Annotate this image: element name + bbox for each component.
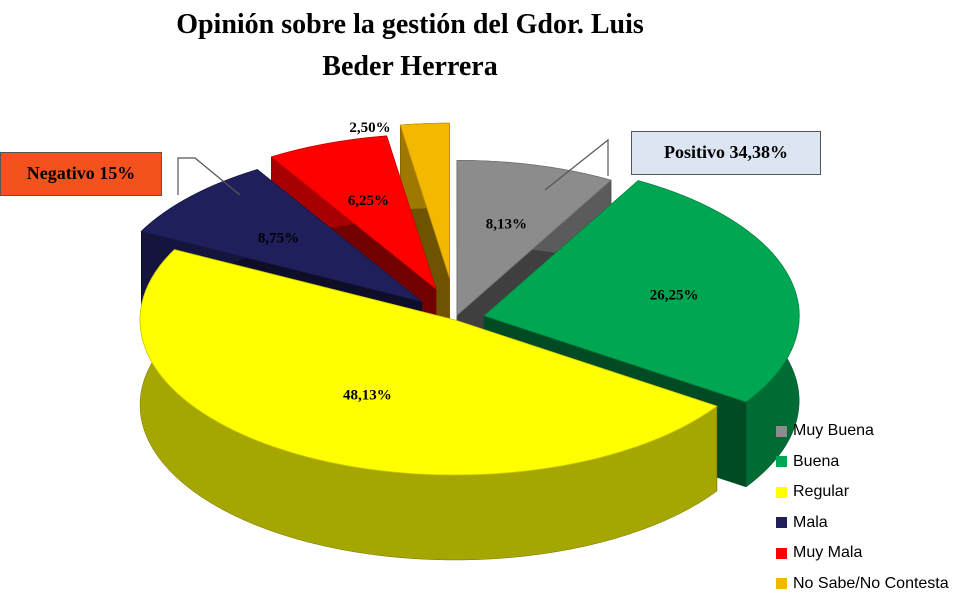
data-label: 8,13% (486, 216, 527, 232)
legend-label: Regular (793, 483, 849, 501)
legend-swatch (776, 426, 787, 437)
legend-swatch (776, 578, 787, 589)
data-label: 8,75% (258, 230, 299, 246)
legend-item: Muy Mala (776, 538, 949, 569)
legend-item: Regular (776, 477, 949, 508)
data-label: 48,13% (343, 388, 392, 404)
legend-swatch (776, 487, 787, 498)
legend-item: Muy Buena (776, 416, 949, 447)
legend-swatch (776, 517, 787, 528)
data-label: 2,50% (349, 120, 390, 136)
legend-label: No Sabe/No Contesta (793, 575, 949, 593)
legend-label: Buena (793, 453, 839, 471)
legend-label: Mala (793, 514, 828, 532)
legend-swatch (776, 548, 787, 559)
legend-item: Buena (776, 447, 949, 478)
legend-label: Muy Mala (793, 544, 862, 562)
callout-positive: Positivo 34,38% (631, 131, 821, 175)
legend-item: Mala (776, 508, 949, 539)
legend-label: Muy Buena (793, 422, 874, 440)
legend-swatch (776, 456, 787, 467)
data-label: 6,25% (348, 193, 389, 209)
legend: Muy Buena Buena Regular Mala Muy Mala No Sabe… (776, 416, 949, 599)
data-label: 26,25% (650, 287, 699, 303)
legend-item: No Sabe/No Contesta (776, 569, 949, 599)
callout-negative: Negativo 15% (0, 152, 162, 196)
